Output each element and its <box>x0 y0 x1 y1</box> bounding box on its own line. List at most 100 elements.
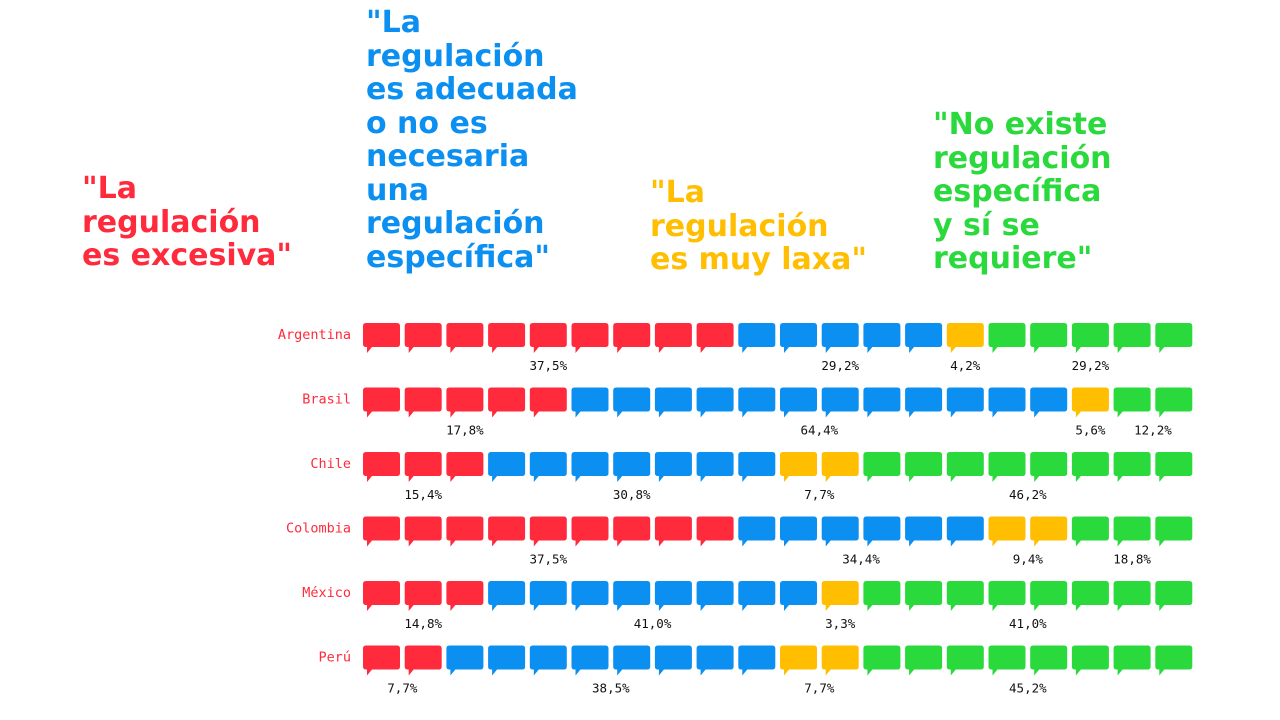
row-colombia: Colombia 37,5% 34,4% 9,4% 18,8% <box>286 516 1193 567</box>
percent-label: 5,6% <box>1075 423 1106 438</box>
speech-bubble-icon <box>696 581 734 611</box>
speech-bubble-icon <box>571 516 609 547</box>
speech-bubble-icon <box>946 323 984 353</box>
speech-bubble-icon <box>905 645 943 676</box>
speech-bubble-icon <box>988 581 1026 611</box>
speech-bubble-icon <box>946 516 984 547</box>
speech-bubble-icon <box>571 452 609 482</box>
speech-bubble-icon <box>738 323 776 353</box>
speech-bubble-icon <box>738 645 776 676</box>
speech-bubble-icon <box>1155 387 1193 418</box>
speech-bubble-icon <box>1071 323 1109 353</box>
percent-label: 41,0% <box>1009 616 1047 631</box>
speech-bubble-icon <box>613 323 651 353</box>
speech-bubble-icon <box>529 516 567 547</box>
speech-bubble-icon <box>821 387 859 418</box>
speech-bubble-icon <box>1155 581 1193 611</box>
speech-bubble-icon <box>905 581 943 611</box>
speech-bubble-icon <box>404 645 442 676</box>
speech-bubble-icon <box>488 645 526 676</box>
speech-bubble-icon <box>821 516 859 547</box>
percent-label: 14,8% <box>404 616 442 631</box>
speech-bubble-icon <box>1071 581 1109 611</box>
row-méxico: México 14,8% 41,0% 3,3% 41,0% <box>302 581 1193 631</box>
speech-bubble-icon <box>863 387 901 418</box>
speech-bubble-icon <box>738 581 776 611</box>
speech-bubble-icon <box>654 452 692 482</box>
speech-bubble-icon <box>863 516 901 547</box>
speech-bubble-icon <box>988 645 1026 676</box>
speech-bubble-icon <box>696 516 734 547</box>
header-excesiva: "La regulación es excesiva" <box>82 171 293 273</box>
speech-bubble-icon <box>946 645 984 676</box>
speech-bubble-icon <box>1071 452 1109 482</box>
speech-bubble-icon <box>363 645 400 676</box>
speech-bubble-icon <box>1155 452 1193 482</box>
header-requiere: "No existe regulación específica y sí se… <box>933 107 1112 276</box>
speech-bubble-icon <box>488 452 526 482</box>
percent-label: 7,7% <box>804 681 835 696</box>
speech-bubble-icon <box>571 387 609 418</box>
speech-bubble-icon <box>863 452 901 482</box>
speech-bubble-icon <box>1113 323 1151 353</box>
speech-bubble-icon <box>571 645 609 676</box>
speech-bubble-icon <box>404 323 442 353</box>
speech-bubble-icon <box>654 516 692 547</box>
percent-label: 12,2% <box>1134 423 1172 438</box>
country-label: Colombia <box>286 521 351 537</box>
percent-label: 64,4% <box>801 423 839 438</box>
percent-label: 45,2% <box>1009 681 1047 696</box>
speech-bubble-icon <box>529 323 567 353</box>
speech-bubble-icon <box>1030 645 1068 676</box>
speech-bubble-icon <box>488 581 526 611</box>
speech-bubble-icon <box>696 452 734 482</box>
speech-bubble-icon <box>363 323 400 353</box>
speech-bubble-icon <box>821 581 859 611</box>
speech-bubble-icon <box>363 516 400 547</box>
row-perú: Perú 7,7% 38,5% 7,7% 45,2% <box>318 645 1193 696</box>
speech-bubble-icon <box>696 323 734 353</box>
speech-bubble-icon <box>488 516 526 547</box>
speech-bubble-icon <box>529 452 567 482</box>
speech-bubble-icon <box>780 452 817 482</box>
speech-bubble-icon <box>404 452 442 482</box>
speech-bubble-icon <box>1030 323 1068 353</box>
percent-label: 34,4% <box>842 552 880 567</box>
speech-bubble-icon <box>738 516 776 547</box>
speech-bubble-icon <box>446 645 484 676</box>
speech-bubble-icon <box>988 323 1026 353</box>
country-label: México <box>302 585 351 601</box>
speech-bubble-icon <box>613 581 651 611</box>
speech-bubble-icon <box>654 581 692 611</box>
percent-label: 15,4% <box>404 487 442 502</box>
speech-bubble-icon <box>363 387 400 418</box>
speech-bubble-icon <box>404 516 442 547</box>
speech-bubble-icon <box>863 323 901 353</box>
speech-bubble-icon <box>946 452 984 482</box>
speech-bubble-icon <box>696 387 734 418</box>
speech-bubble-icon <box>863 645 901 676</box>
speech-bubble-icon <box>821 323 859 353</box>
percent-label: 29,2% <box>821 358 859 373</box>
percent-label: 29,2% <box>1072 358 1110 373</box>
speech-bubble-icon <box>654 645 692 676</box>
speech-bubble-icon <box>988 387 1026 418</box>
speech-bubble-icon <box>446 516 484 547</box>
speech-bubble-icon <box>905 516 943 547</box>
speech-bubble-icon <box>529 645 567 676</box>
speech-bubble-icon <box>1113 516 1151 547</box>
speech-bubble-icon <box>738 387 776 418</box>
country-label: Argentina <box>278 327 351 343</box>
speech-bubble-icon <box>446 323 484 353</box>
row-brasil: Brasil 17,8% 64,4% 5,6% 12,2% <box>302 387 1193 438</box>
speech-bubble-icon <box>780 645 817 676</box>
speech-bubble-icon <box>571 323 609 353</box>
speech-bubble-icon <box>1030 452 1068 482</box>
row-chile: Chile 15,4% 30,8% 7,7% 46,2% <box>310 452 1193 502</box>
speech-bubble-icon <box>1030 387 1068 418</box>
speech-bubble-icon <box>529 581 567 611</box>
row-argentina: Argentina 37,5% 29,2% 4,2% 29,2% <box>278 323 1193 373</box>
speech-bubble-icon <box>946 387 984 418</box>
speech-bubble-icon <box>780 516 817 547</box>
